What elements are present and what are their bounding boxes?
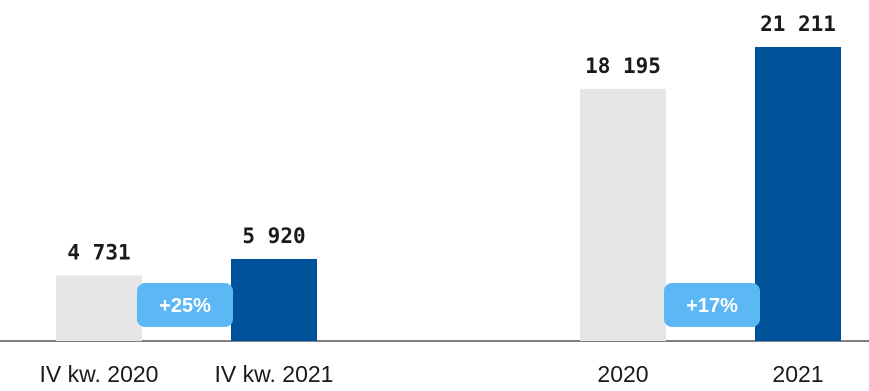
change-badge-text: +17% (686, 295, 738, 317)
value-label: 21 211 (760, 12, 836, 36)
category-label: 2021 (772, 361, 823, 387)
category-label: IV kw. 2021 (215, 361, 334, 387)
change-badge: +25% (137, 283, 233, 327)
badges-layer: +25% +17% (137, 283, 760, 327)
bars-layer (56, 47, 841, 341)
change-badge: +17% (664, 283, 760, 327)
change-badge-background (137, 283, 233, 327)
labels-layer: 4 731 IV kw. 2020 5 920 IV kw. 2021 18 195 20… (40, 12, 836, 387)
bar-iv-kw-2021 (231, 258, 317, 341)
change-badge-text: +25% (159, 295, 211, 317)
category-label: IV kw. 2020 (40, 361, 159, 387)
value-label: 4 731 (67, 240, 130, 264)
change-badge-background (664, 283, 760, 327)
value-label: 18 195 (585, 54, 661, 78)
bar-iv-kw-2020 (56, 275, 142, 341)
bar-2021 (755, 47, 841, 341)
bar-2020 (580, 88, 666, 341)
category-label: 2020 (597, 361, 648, 387)
value-label: 5 920 (242, 224, 305, 248)
